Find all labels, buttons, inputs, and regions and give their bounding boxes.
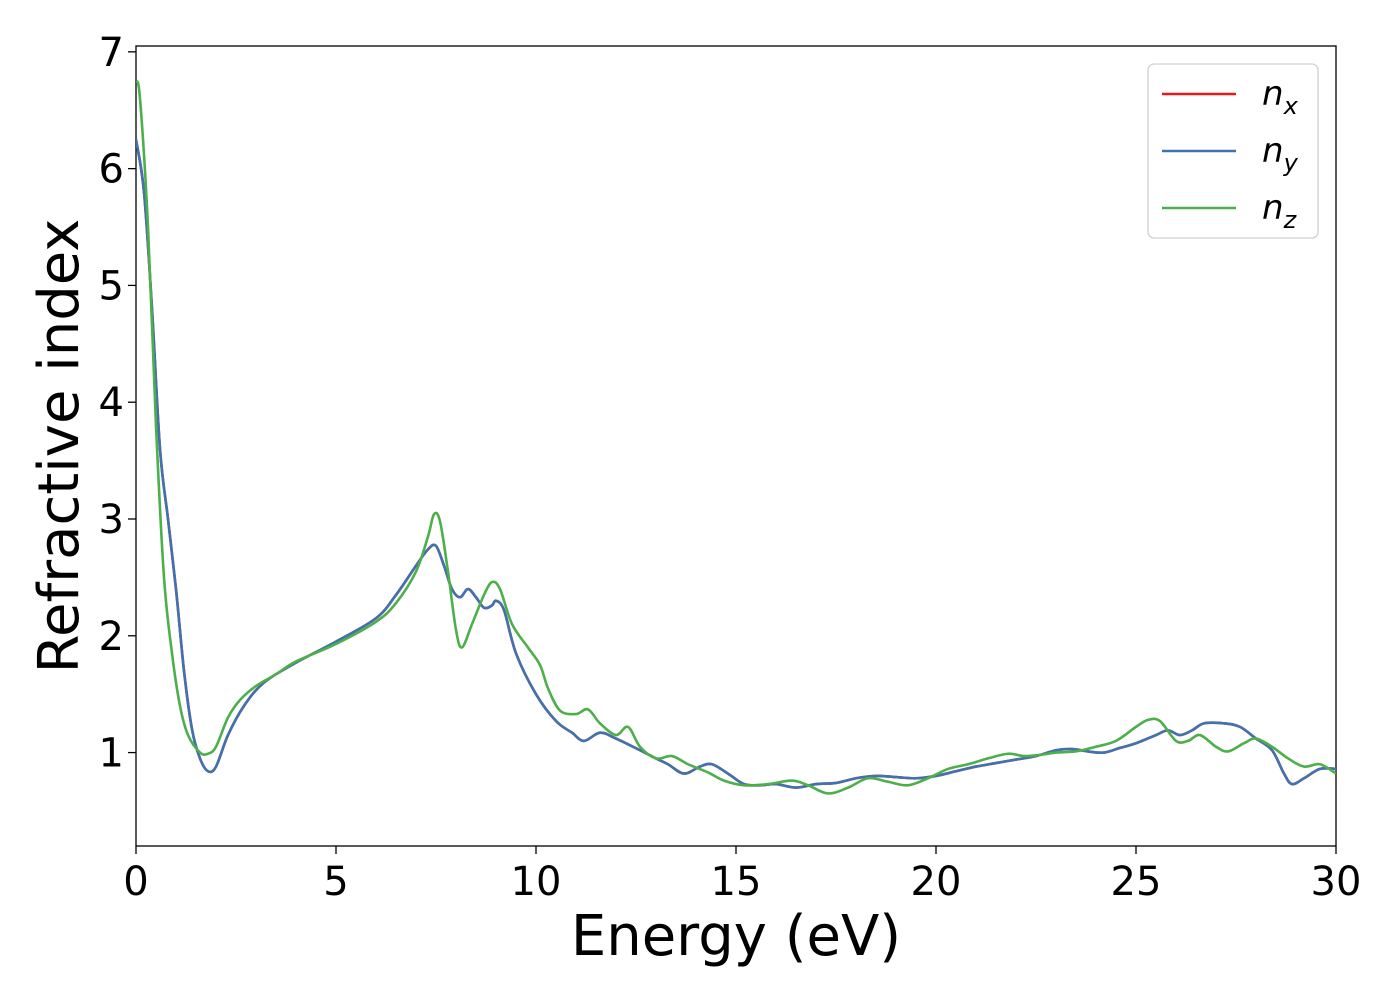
y-axis-ticks: 1 2 3 4 5 6 7: [99, 30, 136, 777]
x-tick-label: 0: [123, 859, 148, 905]
y-tick-label: 4: [99, 380, 124, 426]
series-line-ny: [136, 139, 1336, 789]
y-tick-label: 2: [99, 614, 124, 660]
plot-lines: [136, 80, 1336, 795]
y-tick-label: 1: [99, 731, 124, 777]
y-tick-label: 3: [99, 497, 124, 543]
x-tick-label: 20: [911, 859, 962, 905]
legend-label-nz: nz: [1262, 188, 1298, 234]
x-tick-label: 10: [511, 859, 562, 905]
series-line-nz: [136, 80, 1336, 795]
legend-label-nx: nx: [1262, 74, 1299, 120]
x-axis-title: Energy (eV): [571, 904, 901, 969]
y-tick-label: 7: [99, 30, 124, 76]
x-tick-label: 25: [1111, 859, 1162, 905]
y-tick-label: 6: [99, 147, 124, 193]
x-tick-label: 15: [711, 859, 762, 905]
legend-label-ny: ny: [1262, 131, 1299, 177]
y-tick-label: 5: [99, 263, 124, 309]
x-tick-label: 5: [323, 859, 348, 905]
x-tick-label: 30: [1311, 859, 1362, 905]
x-axis-ticks: 0 5 10 15 20 25 30: [123, 846, 1361, 905]
y-axis-title: Refractive index: [27, 219, 92, 674]
legend: nx ny nz: [1147, 63, 1319, 239]
